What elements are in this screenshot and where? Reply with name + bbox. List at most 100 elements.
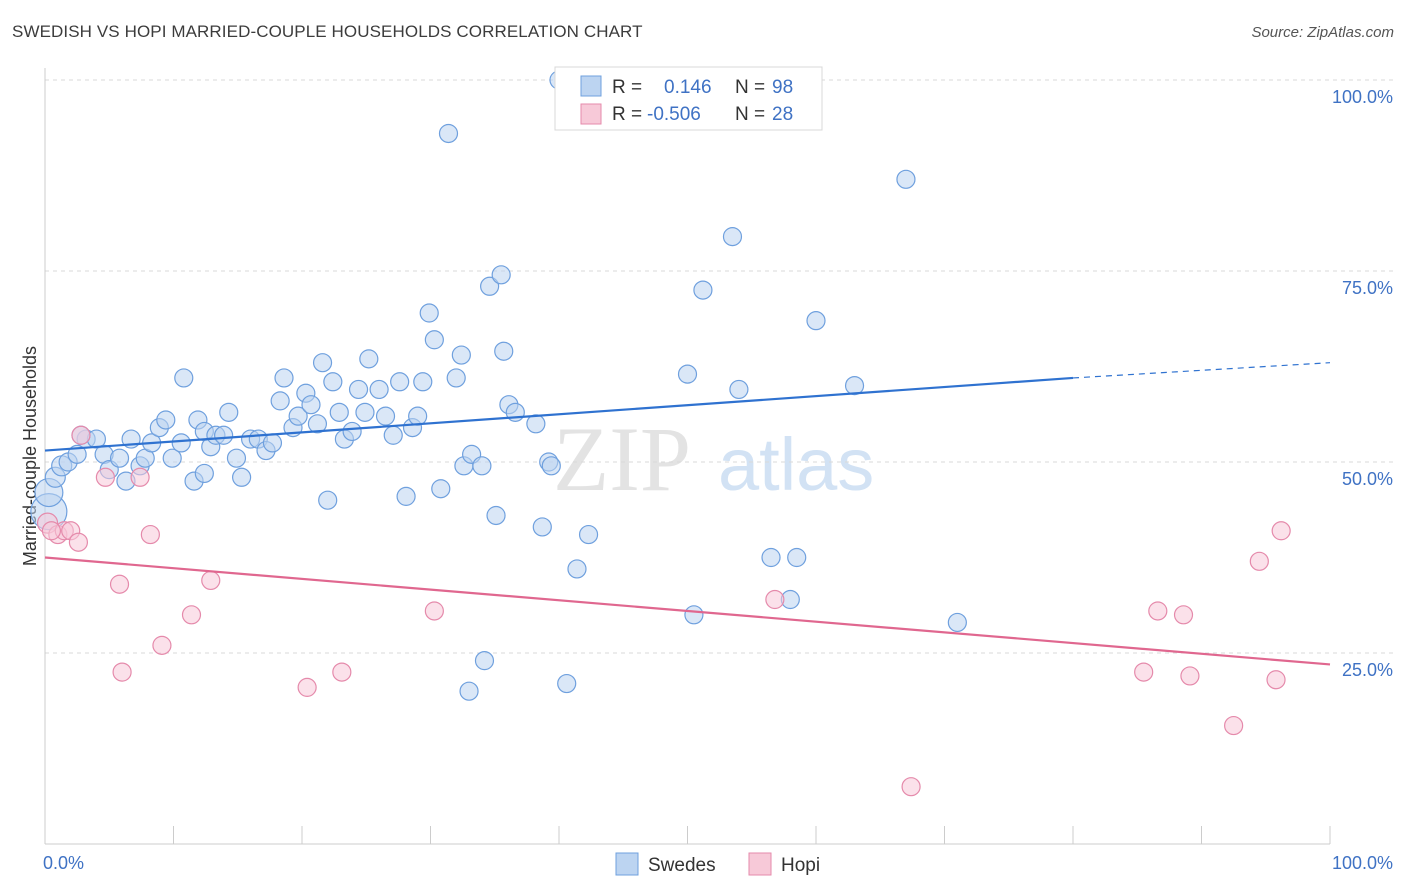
swedes-point[interactable]	[947, 612, 967, 633]
swedes-point[interactable]	[232, 467, 252, 487]
swedes-point[interactable]	[270, 391, 290, 411]
hopi-point[interactable]	[68, 532, 89, 552]
swedes-point[interactable]	[806, 311, 826, 331]
swedes-point[interactable]	[459, 681, 479, 701]
swedes-point[interactable]	[174, 368, 194, 388]
swedes-point[interactable]	[787, 547, 807, 568]
hopi-point[interactable]	[1266, 670, 1286, 690]
swedes-point[interactable]	[342, 421, 362, 442]
hopi-point[interactable]	[1134, 662, 1154, 682]
hopi-point[interactable]	[424, 601, 444, 621]
swedes-point[interactable]	[194, 463, 214, 484]
y-tick-label: 75.0%	[1342, 278, 1393, 298]
swedes-point[interactable]	[162, 448, 182, 468]
swedes-point[interactable]	[375, 406, 396, 426]
hopi-point[interactable]	[1224, 715, 1244, 736]
hopi-point[interactable]	[201, 570, 221, 591]
swedes-point[interactable]	[677, 364, 698, 384]
swedes-point[interactable]	[693, 280, 713, 300]
swedes-point[interactable]	[419, 303, 439, 323]
watermark-atlas: atlas	[718, 423, 874, 506]
swedes-point[interactable]	[369, 379, 389, 400]
hopi-point[interactable]	[181, 605, 202, 625]
swedes-point[interactable]	[451, 345, 471, 365]
hopi-n-value: 28	[772, 104, 793, 125]
swedes-point[interactable]	[318, 490, 338, 510]
y-tick-label: 50.0%	[1342, 469, 1393, 489]
hopi-r-value: -0.506	[647, 104, 701, 125]
hopi-point[interactable]	[1249, 551, 1269, 571]
swedes-point[interactable]	[383, 425, 403, 445]
hopi-point[interactable]	[332, 662, 352, 682]
swedes-point[interactable]	[526, 414, 546, 434]
swedes-point[interactable]	[567, 559, 587, 579]
swedes-point[interactable]	[541, 456, 561, 476]
swedes-point[interactable]	[262, 433, 283, 453]
swedes-point[interactable]	[431, 479, 451, 499]
swedes-point[interactable]	[413, 372, 433, 392]
swedes-point[interactable]	[348, 379, 369, 400]
swedes-point[interactable]	[494, 341, 514, 361]
swedes-point[interactable]	[274, 368, 294, 388]
swedes-point[interactable]	[109, 448, 130, 468]
swedes-point[interactable]	[312, 353, 333, 373]
swedes-point[interactable]	[396, 486, 416, 506]
legend-hopi-label[interactable]: Hopi	[781, 855, 820, 876]
swedes-point[interactable]	[491, 265, 511, 285]
swedes-point[interactable]	[844, 376, 865, 396]
swedes-point[interactable]	[156, 410, 176, 430]
swedes-point[interactable]	[226, 448, 247, 468]
hopi-point[interactable]	[1173, 605, 1194, 625]
hopi-point[interactable]	[140, 524, 160, 545]
hopi-point[interactable]	[1271, 521, 1291, 541]
swedes-point[interactable]	[359, 349, 379, 369]
swedes-point[interactable]	[532, 517, 552, 537]
swedes-point[interactable]	[684, 605, 704, 625]
swedes-point[interactable]	[390, 372, 410, 392]
legend-hopi-swatch[interactable]	[748, 852, 772, 876]
hopi-point[interactable]	[1148, 601, 1168, 621]
hopi-point[interactable]	[130, 467, 150, 487]
axes	[44, 68, 1331, 845]
chart-title: SWEDISH VS HOPI MARRIED-COUPLE HOUSEHOLD…	[12, 22, 643, 41]
hopi-point[interactable]	[152, 635, 172, 655]
swedes-point[interactable]	[438, 123, 459, 144]
swedes-point[interactable]	[578, 524, 599, 545]
swedes-point[interactable]	[480, 276, 500, 296]
hopi-point[interactable]	[901, 777, 921, 797]
y-tick-label: 100.0%	[1332, 87, 1393, 107]
swedes-point[interactable]	[214, 425, 234, 445]
swedes-point[interactable]	[446, 368, 466, 388]
hopi-point[interactable]	[112, 662, 132, 682]
swedes-point[interactable]	[301, 395, 321, 415]
y-tick-label: 25.0%	[1342, 660, 1393, 680]
hopi-point[interactable]	[1180, 666, 1200, 686]
swedes-point[interactable]	[424, 330, 444, 350]
hopi-point[interactable]	[109, 574, 130, 594]
swedes-point[interactable]	[219, 402, 239, 422]
swedes-point[interactable]	[307, 414, 328, 434]
swedes-point[interactable]	[761, 547, 781, 568]
swedes-point[interactable]	[722, 227, 743, 247]
hopi-point[interactable]	[71, 425, 91, 445]
swedes-point[interactable]	[896, 169, 916, 189]
swedes-point[interactable]	[557, 673, 577, 694]
hopi-point[interactable]	[297, 677, 317, 697]
swedes-point[interactable]	[474, 651, 495, 671]
swedes-point[interactable]	[355, 402, 375, 422]
hopi-point[interactable]	[95, 467, 115, 487]
swedes-point[interactable]	[67, 444, 87, 464]
hopi-point[interactable]	[41, 521, 62, 541]
hopi-point[interactable]	[765, 589, 785, 610]
swedes-point[interactable]	[486, 505, 506, 526]
swedes-point[interactable]	[329, 402, 349, 422]
swedes-point[interactable]	[323, 372, 343, 392]
swedes-point[interactable]	[408, 406, 428, 426]
swedes-point[interactable]	[288, 406, 308, 426]
swedes-n-label: N =	[735, 77, 765, 98]
swedes-point[interactable]	[472, 456, 492, 476]
swedes-point[interactable]	[171, 433, 191, 453]
legend-swedes-swatch[interactable]	[615, 852, 639, 876]
legend-swedes-label[interactable]: Swedes	[648, 855, 716, 876]
swedes-point[interactable]	[729, 379, 749, 400]
